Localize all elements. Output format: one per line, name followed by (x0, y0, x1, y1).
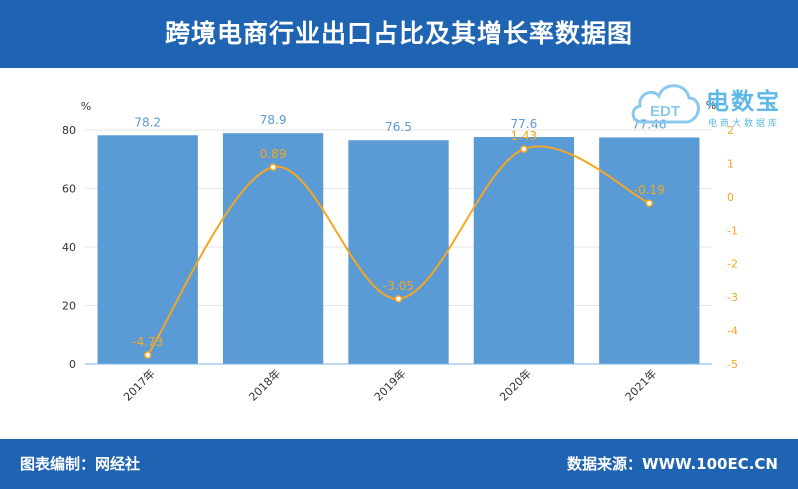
growth-value-label: -0.19 (634, 183, 665, 197)
footer-source: 数据来源：WWW.100EC.CN (567, 455, 778, 473)
right-tick-label: -5 (727, 358, 738, 371)
combo-chart: 0 20 40 60 80% 2 1 0 -1 -2 -3 -4 -5% 2017年 2018年 2019年 2… (62, 99, 738, 404)
right-tick-label: -3 (727, 291, 738, 304)
growth-line (146, 145, 650, 356)
growth-value-label: -3.05 (383, 279, 414, 293)
bar-value-label: 76.5 (385, 120, 412, 134)
x-tick-label: 2021年 (622, 366, 659, 403)
logo-name: 电数宝 (706, 89, 781, 115)
growth-point (394, 295, 403, 303)
watermark-logo: EDT 电数宝 电商大数据库 (628, 74, 790, 134)
cloud-logo-icon: EDT (631, 84, 700, 124)
right-tick-label: -1 (727, 224, 738, 237)
right-tick-label: -2 (727, 258, 738, 271)
growth-value-label: 0.89 (260, 147, 287, 161)
header-bar: 跨境电商行业出口占比及其增长率数据图 (0, 0, 798, 68)
x-tick-label: 2020年 (497, 366, 534, 403)
bar (348, 140, 449, 364)
left-tick-label: 60 (62, 183, 76, 196)
logo-mark-text: EDT (650, 103, 680, 120)
growth-point (143, 351, 152, 359)
right-tick-label: 1 (727, 157, 734, 170)
bar (599, 137, 700, 364)
left-tick-label: 0 (69, 358, 76, 371)
growth-value-label: 1.43 (511, 129, 538, 143)
logo-subtitle: 电商大数据库 (708, 119, 781, 129)
x-tick-label: 2018年 (246, 366, 283, 403)
left-tick-label: 20 (62, 300, 76, 313)
right-tick-label: 0 (727, 191, 734, 204)
x-tick-label: 2017年 (120, 366, 157, 403)
chart-title: 跨境电商行业出口占比及其增长率数据图 (164, 19, 633, 48)
growth-point (520, 145, 528, 153)
bar-value-label: 78.9 (260, 113, 287, 127)
left-tick-label: 80 (62, 124, 76, 137)
bar (222, 133, 324, 364)
x-tick-label: 2019年 (371, 366, 408, 403)
bar-value-label: 77.6 (511, 117, 538, 131)
right-tick-label: -4 (727, 325, 738, 338)
right-tick-label: 2 (727, 124, 734, 137)
bar (97, 135, 198, 364)
growth-point (269, 163, 277, 171)
growth-value-label: -4.73 (132, 335, 163, 349)
bar-value-label: 78.2 (134, 115, 161, 129)
footer-credit: 图表编制：网经社 (20, 455, 141, 473)
bar (473, 137, 575, 364)
left-axis-unit: % (81, 100, 91, 113)
growth-point (645, 199, 654, 207)
right-axis-unit: % (706, 99, 716, 112)
footer-bar: 图表编制：网经社 数据来源：WWW.100EC.CN (0, 439, 798, 489)
left-tick-label: 40 (62, 241, 76, 254)
